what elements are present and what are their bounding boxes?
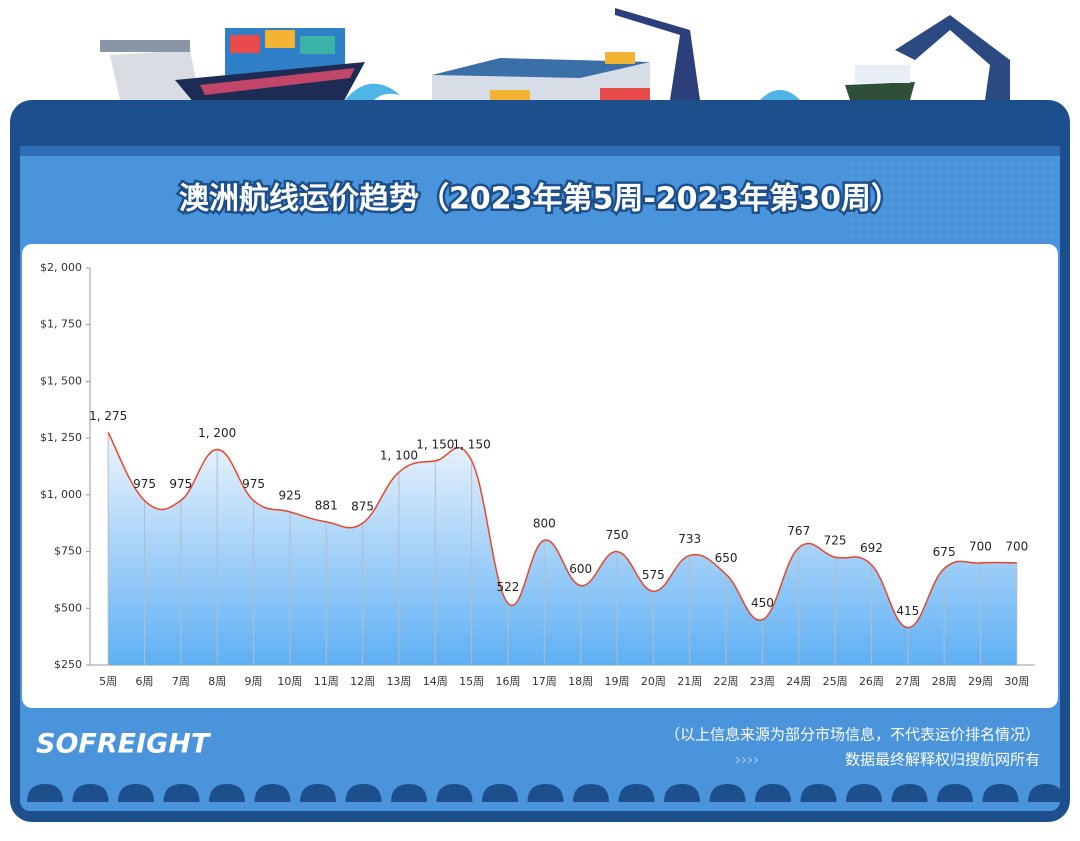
x-tick-label: 24周 (786, 675, 811, 688)
data-label: 975 (169, 477, 192, 491)
y-tick-label: $1, 000 (40, 488, 82, 501)
data-label: 450 (751, 596, 774, 610)
source-note: （以上信息来源为部分市场信息，不代表运价排名情况） (665, 726, 1040, 744)
x-tick-label: 5周 (99, 675, 117, 688)
scallop (664, 784, 700, 802)
y-tick-label: $2, 000 (40, 261, 82, 274)
x-tick-label: 18周 (568, 675, 593, 688)
data-label: 692 (860, 541, 883, 555)
header-illustration (100, 8, 1010, 110)
scallop (937, 784, 973, 802)
scallop (709, 784, 746, 802)
data-label: 675 (933, 545, 956, 559)
scallop (300, 784, 336, 802)
data-label: 650 (715, 551, 738, 565)
chart-title: 澳洲航线运价趋势（2023年第5周-2023年第30周） (179, 182, 901, 217)
scallop (573, 784, 609, 802)
scallop (982, 784, 1019, 802)
data-label: 700 (969, 539, 992, 553)
scallop (755, 784, 791, 802)
x-tick-label: 13周 (386, 675, 411, 688)
data-label: 750 (606, 528, 629, 542)
scallop (527, 784, 564, 802)
y-tick-label: $500 (54, 601, 82, 614)
scallop (800, 784, 837, 802)
data-label: 415 (896, 604, 919, 618)
logo: SOFREIGHT (36, 729, 212, 760)
x-tick-label: 16周 (495, 675, 520, 688)
x-tick-label: 7周 (172, 675, 190, 688)
line (107, 432, 1017, 629)
y-tick-label: $1, 250 (40, 431, 82, 444)
x-tick-label: 8周 (208, 675, 226, 688)
data-label: 767 (787, 524, 810, 538)
scallop (846, 784, 882, 802)
data-label: 522 (497, 580, 520, 594)
scallop (209, 784, 245, 802)
x-tick-label: 17周 (532, 675, 557, 688)
x-tick-label: 11周 (314, 675, 339, 688)
x-tick-label: 26周 (859, 675, 884, 688)
y-tick-label: $250 (54, 658, 82, 671)
data-label: 1, 275 (89, 409, 127, 423)
scallop (391, 784, 427, 802)
x-tick-label: 6周 (136, 675, 154, 688)
x-tick-label: 29周 (968, 675, 993, 688)
scallop (891, 784, 928, 802)
data-label: 1, 200 (198, 426, 236, 440)
data-label: 733 (678, 532, 701, 546)
x-tick-label: 14周 (423, 675, 448, 688)
x-tick-label: 15周 (459, 675, 484, 688)
scallop (436, 784, 473, 802)
data-label: 725 (824, 534, 847, 548)
x-tick-label: 21周 (677, 675, 702, 688)
data-label: 975 (242, 477, 265, 491)
y-tick-label: $1, 500 (40, 374, 82, 387)
data-label: 600 (569, 562, 592, 576)
scallop (72, 784, 109, 802)
scallops (27, 784, 1064, 802)
scallop (118, 784, 154, 802)
data-label: 1, 150 (416, 437, 454, 451)
arrows: ›››› (735, 751, 759, 769)
x-tick-label: 20周 (641, 675, 666, 688)
data-label: 1, 150 (453, 437, 491, 451)
scallop (254, 784, 291, 802)
y-tick-label: $1, 750 (40, 318, 82, 331)
x-tick-label: 25周 (823, 675, 848, 688)
scallop (482, 784, 518, 802)
x-tick-label: 10周 (277, 675, 302, 688)
x-tick-label: 28周 (932, 675, 957, 688)
x-tick-label: 27周 (895, 675, 920, 688)
data-label: 800 (533, 517, 556, 531)
plot: $250 $500 $750 $1, 000 $1, 250 $1, 500 $1, 750… (40, 261, 1035, 688)
x-tick-label: 30周 (1004, 675, 1029, 688)
data-label: 1, 100 (380, 449, 418, 463)
x-tick-label: 22周 (714, 675, 739, 688)
scallop (345, 784, 382, 802)
data-label: 975 (133, 477, 156, 491)
x-tick-label: 9周 (245, 675, 263, 688)
data-label: 925 (278, 488, 301, 502)
data-label: 875 (351, 500, 374, 514)
scallop (163, 784, 200, 802)
data-label: 575 (642, 568, 665, 582)
y-tick-label: $750 (54, 545, 82, 558)
scallop (1028, 784, 1064, 802)
scallop (27, 784, 63, 802)
data-label: 700 (1005, 539, 1028, 553)
area (108, 432, 1017, 665)
scallop (618, 784, 655, 802)
panel-band (20, 146, 1060, 156)
dots-pattern (850, 160, 1055, 240)
rights-note: 数据最终解释权归搜航网所有 (845, 751, 1040, 769)
x-tick-label: 19周 (605, 675, 630, 688)
data-label: 881 (315, 498, 338, 512)
x-tick-label: 12周 (350, 675, 375, 688)
x-tick-label: 23周 (750, 675, 775, 688)
